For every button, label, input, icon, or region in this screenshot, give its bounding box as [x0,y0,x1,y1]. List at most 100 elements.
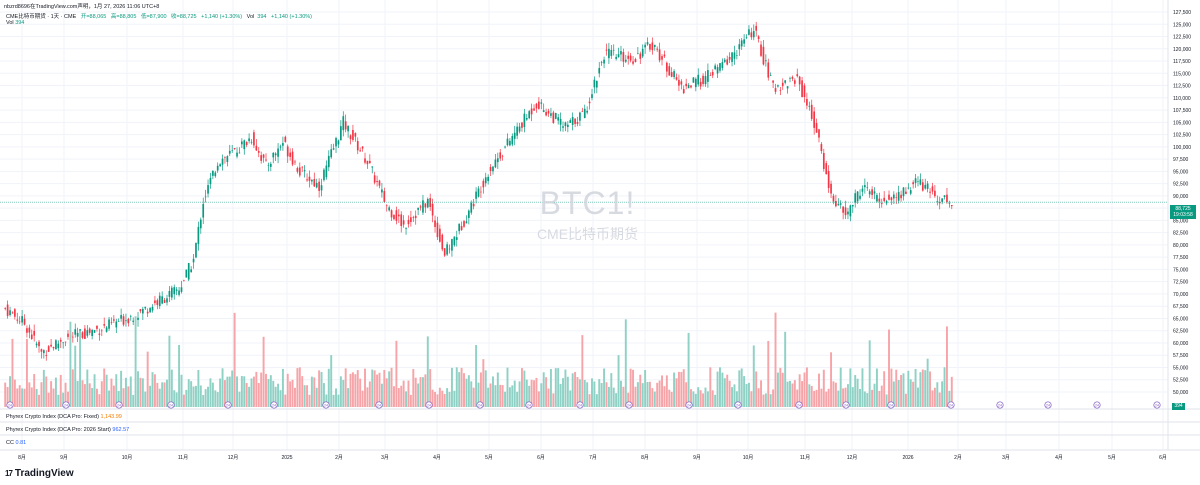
candle-body [260,155,263,161]
pane-cc[interactable]: CC 0.81 [6,440,26,446]
volume-bar [566,376,569,407]
event-marker-icon [734,401,742,409]
volume-bar [368,381,371,407]
event-marker-label: 24 [844,404,848,408]
candle-body [564,122,567,127]
candle-body [458,223,461,232]
candle-body [731,52,733,62]
volume-bar [450,367,453,407]
volume-bar [760,380,762,407]
event-marker-icon [224,401,232,409]
volume-bar [591,378,593,407]
volume-bar [380,383,383,407]
candle-body [571,116,574,125]
candle-body [943,195,946,198]
candle-body [436,222,439,238]
x-tick-label: 2月 [335,455,343,461]
volume-bar [842,388,845,407]
candle-body [265,159,267,161]
candle-body [929,191,931,193]
y-tick-label: 107,500 [1173,108,1191,114]
candle-body [327,155,330,168]
legend-symbol[interactable]: CME比特币期货 · 1天 · CME [6,14,77,20]
volume-bar [719,367,721,407]
volume-bar [21,388,24,407]
candle-body [88,328,91,333]
volume-bar [190,381,193,407]
volume-bar [339,376,342,407]
volume-bar [513,380,516,407]
volume-bar [11,338,14,407]
volume-bar [13,379,16,407]
y-tick-label: 80,000 [1173,243,1189,249]
pane-phyrex-2026[interactable]: Phyrex Crypto Index (DCA Pro: 2026 Start… [6,427,129,433]
candle-body [166,298,168,303]
volume-bar [697,387,700,407]
candle-body [93,330,96,333]
volume-bar [745,383,748,407]
x-tick-label: 12月 [228,455,239,461]
x-tick-label: 11月 [800,455,810,461]
volume-bar [156,382,159,407]
tradingview-logo[interactable]: 17 TradingView [5,468,74,479]
event-marker-icon [1044,401,1052,409]
y-tick-label: 75,000 [1173,267,1189,273]
symbol-legend: CME比特币期货 · 1天 · CME 开=88,065 高=88,805 低=… [6,12,315,20]
x-tick-label: 2月 [954,455,962,461]
candle-body [185,269,188,278]
candle-body [144,306,147,309]
volume-bar [325,394,328,407]
volume-bar [704,387,707,407]
volume-bar [262,336,265,407]
candle-body [627,55,630,59]
volume-bar [105,374,108,407]
candle-body [400,214,403,227]
candle-body [426,199,429,208]
candle-body [861,188,864,192]
candle-body [84,328,86,339]
volume-bar [166,379,168,407]
volume-bar [395,340,398,407]
volume-bar [723,378,726,407]
candle-body [779,89,782,91]
volume-bar [779,367,782,407]
candle-body [431,203,434,216]
candle-body [803,85,806,97]
candle-body [364,158,366,163]
pane-phyrex-fixed[interactable]: Phyrex Crypto Index (DCA Pro: Fixed) 1,1… [6,414,122,420]
candle-body [501,155,504,157]
candle-body [359,150,362,152]
volume-bar [69,321,72,407]
volume-bar [559,383,562,407]
volume-bar [537,391,540,407]
candle-body [470,202,473,213]
event-marker-label: 24 [1155,404,1159,408]
candle-body [629,55,632,61]
volume-bar [458,372,461,407]
candle-body [397,214,400,217]
volume-bar [793,380,796,407]
volume-bar [479,372,482,407]
volume-bar [653,391,656,407]
candle-body [105,327,108,332]
candle-body [248,138,250,142]
candle-body [226,156,229,163]
candle-body [373,175,376,183]
volume-bar [576,377,579,407]
volume-bar [453,390,456,407]
candle-body [52,347,55,349]
volume-bar [9,376,12,407]
volume-legend[interactable]: Vol 394 [6,20,24,26]
volume-bar [504,391,507,407]
volume-bar [330,355,333,407]
volume-bar [917,387,919,407]
candle-body [897,192,900,201]
volume-bar [378,372,381,407]
candle-body [506,138,509,146]
candle-body [830,183,832,194]
candle-body [192,258,195,263]
volume-bar [750,391,753,407]
volume-bar [530,379,533,407]
candle-body [588,101,591,104]
